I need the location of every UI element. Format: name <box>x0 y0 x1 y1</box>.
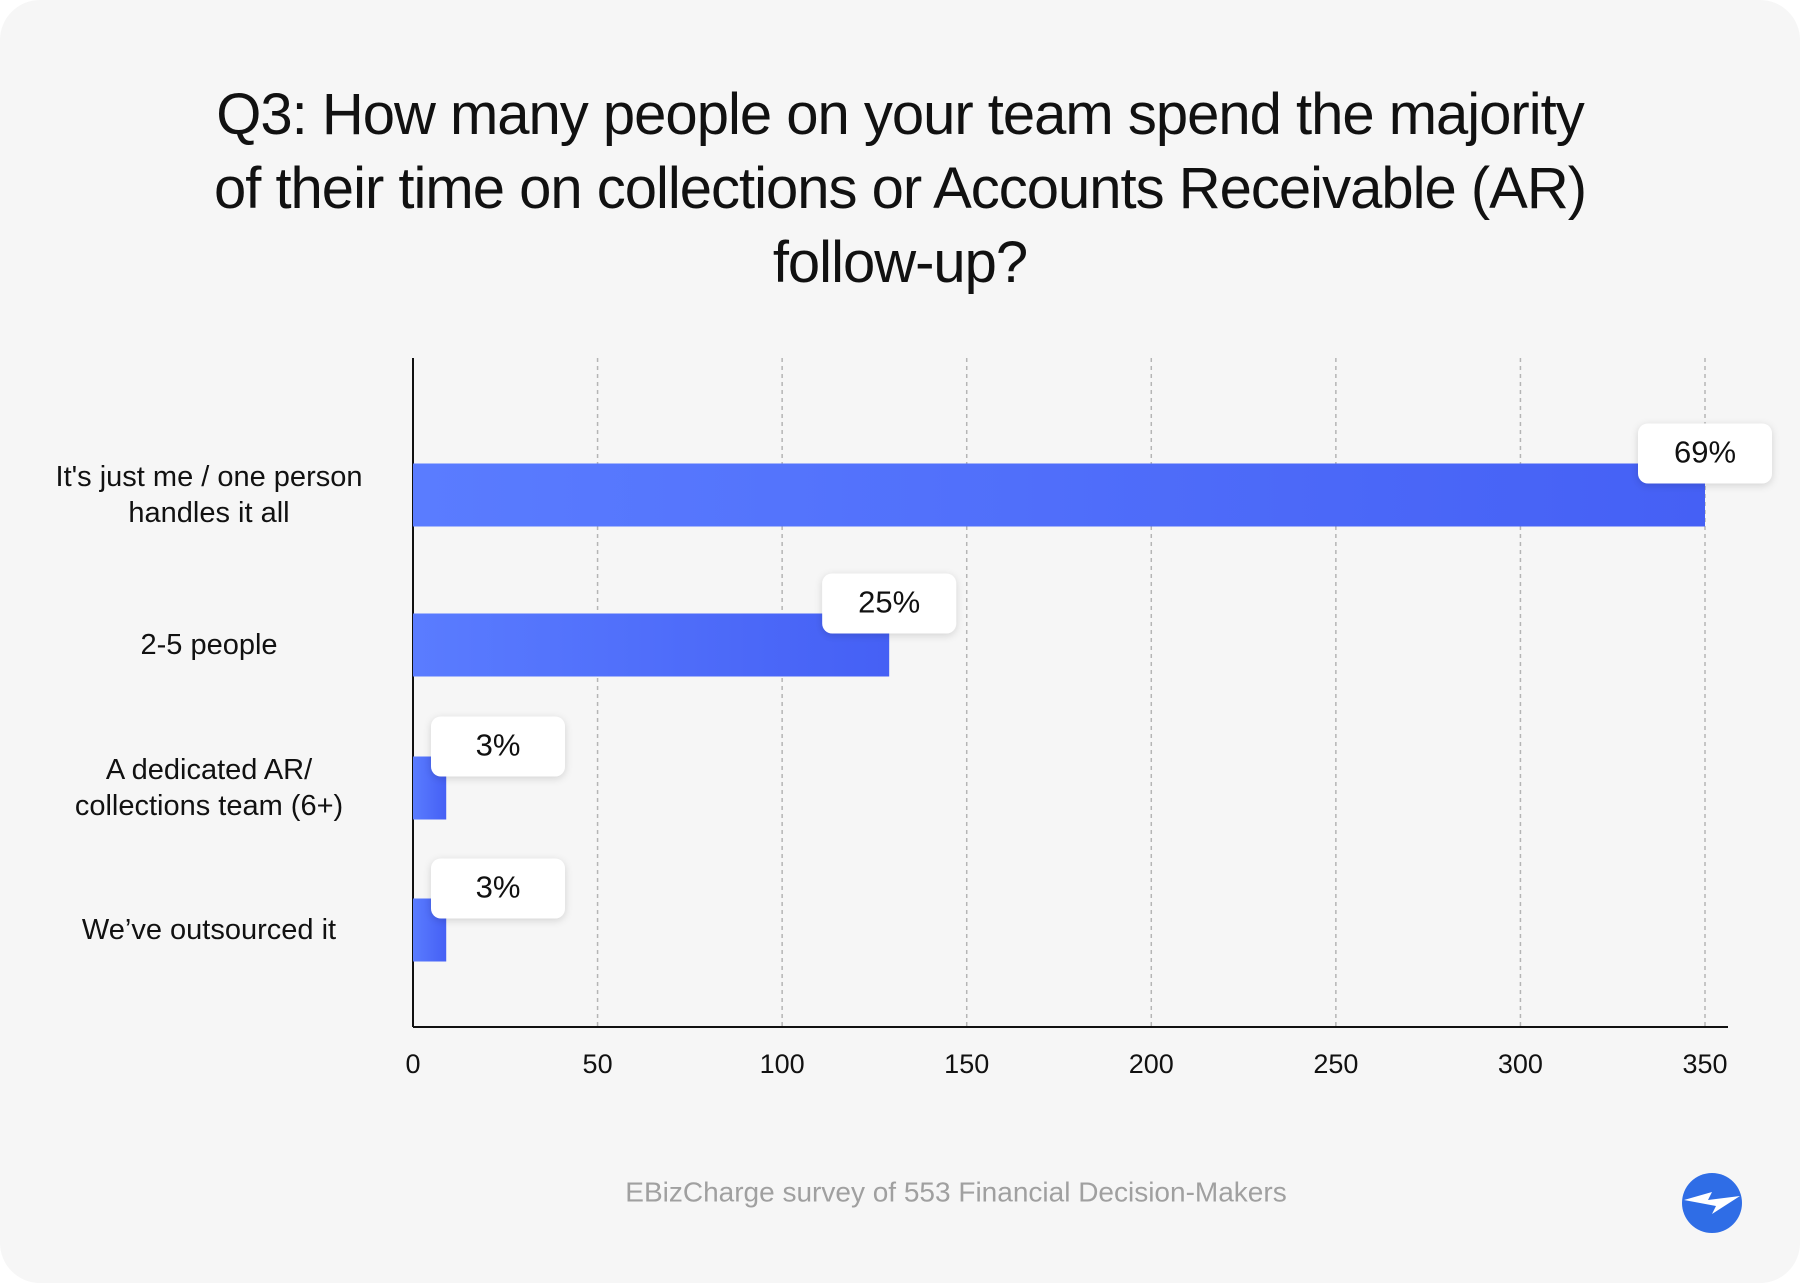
x-tick-label: 250 <box>1313 1049 1358 1079</box>
y-tick-label: It's just me / one person handles it all <box>55 461 363 529</box>
chart-title: Q3: How many people on your team spend t… <box>213 82 1587 295</box>
x-tick-label: 100 <box>760 1049 805 1079</box>
y-tick-label: A dedicated AR/ collections team (6+) <box>74 754 344 822</box>
bar <box>413 463 1705 527</box>
x-tick-label: 50 <box>583 1049 613 1079</box>
value-label-box <box>822 573 957 634</box>
y-tick-label: 2-5 people <box>140 629 278 661</box>
value-label-box <box>1638 423 1772 484</box>
x-tick-label: 350 <box>1682 1049 1727 1079</box>
source-note: EBizCharge survey of 553 Financial Decis… <box>625 1176 1286 1207</box>
value-label: 3% <box>476 728 521 763</box>
x-tick-label: 200 <box>1129 1049 1174 1079</box>
value-label-box <box>431 858 565 919</box>
value-label: 3% <box>476 870 521 905</box>
x-tick-label: 300 <box>1498 1049 1543 1079</box>
bar <box>413 613 890 677</box>
y-tick-label: We’ve outsourced it <box>81 914 337 946</box>
logo <box>1682 1173 1742 1233</box>
value-label-box <box>431 716 565 777</box>
value-label: 25% <box>858 585 920 620</box>
value-label: 69% <box>1674 435 1736 470</box>
x-tick-label: 0 <box>405 1049 420 1079</box>
x-tick-label: 150 <box>944 1049 989 1079</box>
